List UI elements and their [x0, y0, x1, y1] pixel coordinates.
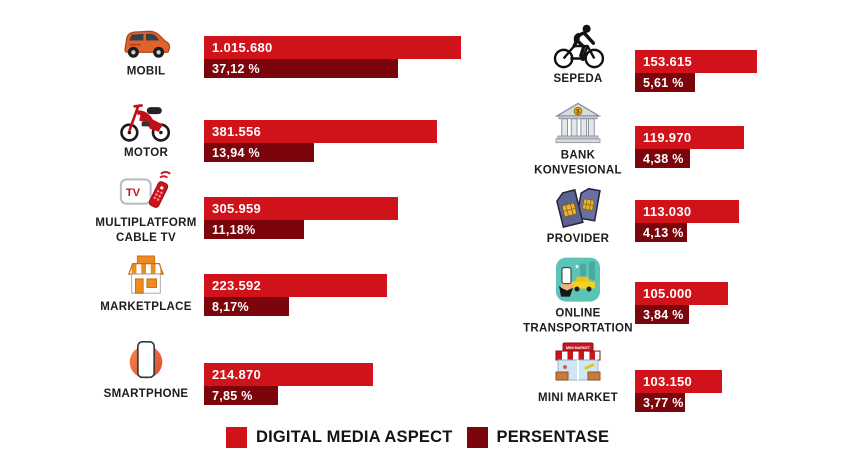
- value-bar: 305.959: [204, 197, 398, 220]
- legend-swatch-dark-red: [466, 427, 488, 448]
- tv-remote-icon: TV: [58, 170, 234, 213]
- category-label: BANK KONVESIONAL: [534, 149, 622, 177]
- storefront-icon: [58, 255, 234, 297]
- percent-bar: 3,84 %: [635, 305, 689, 324]
- value-bar: 103.150: [635, 370, 722, 393]
- percent-label: 13,94 %: [212, 145, 260, 160]
- minimarket-icon: MINI MARKET: [490, 342, 666, 388]
- percent-bar: 8,17%: [204, 297, 289, 316]
- scooter-icon: [58, 101, 234, 143]
- value-bar: 119.970: [635, 126, 744, 149]
- value-label: 214.870: [212, 367, 262, 382]
- percent-bar: 13,94 %: [204, 143, 314, 162]
- bar-group: 223.592 8,17%: [204, 274, 387, 316]
- svg-text:$: $: [576, 109, 580, 116]
- bank-icon: $: [490, 102, 666, 146]
- category-cell: SMARTPHONE: [58, 338, 234, 402]
- percent-label: 4,38 %: [643, 151, 684, 166]
- legend-label: DIGITAL MEDIA ASPECT: [256, 428, 453, 446]
- chart-legend: DIGITAL MEDIA ASPECT PERSENTASE: [226, 427, 609, 448]
- category-label: MINI MARKET: [538, 392, 618, 405]
- percent-bar: 5,61 %: [635, 73, 695, 92]
- value-label: 1.015.680: [212, 40, 273, 55]
- value-bar: 381.556: [204, 120, 437, 143]
- percent-label: 5,61 %: [643, 75, 684, 90]
- legend-label: PERSENTASE: [496, 428, 610, 446]
- category-label: SEPEDA: [553, 73, 603, 86]
- percent-label: 7,85 %: [212, 388, 253, 403]
- category-cell: SEPEDA: [490, 23, 666, 87]
- percent-label: 8,17%: [212, 299, 249, 314]
- percent-bar: 3,77 %: [635, 393, 685, 412]
- percent-label: 3,84 %: [643, 307, 684, 322]
- bar-group: 103.150 3,77 %: [635, 370, 722, 412]
- value-label: 103.150: [643, 374, 693, 389]
- online-transport-icon: [490, 256, 666, 304]
- category-label: MOBIL: [126, 65, 166, 78]
- bar-group: 113.030 4,13 %: [635, 200, 739, 242]
- bar-group: 381.556 13,94 %: [204, 120, 437, 162]
- category-label: SMARTPHONE: [103, 388, 189, 401]
- value-label: 381.556: [212, 124, 262, 139]
- percent-bar: 37,12 %: [204, 59, 398, 78]
- value-bar: 153.615: [635, 50, 757, 73]
- category-label: PROVIDER: [546, 233, 610, 246]
- value-label: 153.615: [643, 54, 693, 69]
- category-cell: PROVIDER: [490, 187, 666, 247]
- bar-group: 214.870 7,85 %: [204, 363, 373, 405]
- legend-item-persentase: PERSENTASE: [466, 427, 610, 448]
- percent-label: 37,12 %: [212, 61, 260, 76]
- legend-item-digital-media-aspect: DIGITAL MEDIA ASPECT: [226, 427, 453, 448]
- percent-label: 3,77 %: [643, 395, 684, 410]
- bar-group: 1.015.680 37,12 %: [204, 36, 461, 78]
- percent-label: 11,18%: [212, 222, 256, 237]
- percent-bar: 4,13 %: [635, 223, 687, 242]
- smartphone-icon: [58, 338, 234, 384]
- bar-group: 305.959 11,18%: [204, 197, 398, 239]
- category-label: MARKETPLACE: [100, 301, 192, 314]
- value-bar: 1.015.680: [204, 36, 461, 59]
- value-bar: 223.592: [204, 274, 387, 297]
- sim-cards-icon: [490, 187, 666, 229]
- value-label: 105.000: [643, 286, 693, 301]
- percent-bar: 4,38 %: [635, 149, 690, 168]
- value-label: 223.592: [212, 278, 262, 293]
- category-cell: MOTOR: [58, 101, 234, 161]
- svg-text:MINI MARKET: MINI MARKET: [566, 346, 591, 350]
- category-cell: TV MULTIPLATFORM CABLE TV: [58, 170, 234, 246]
- legend-swatch-red: [226, 427, 247, 448]
- bar-group: 119.970 4,38 %: [635, 126, 744, 168]
- value-bar: 214.870: [204, 363, 373, 386]
- category-label: ONLINE TRANSPORTATION: [523, 307, 633, 335]
- value-bar: 105.000: [635, 282, 728, 305]
- value-bar: 113.030: [635, 200, 739, 223]
- category-label: MULTIPLATFORM CABLE TV: [95, 217, 197, 244]
- percent-bar: 11,18%: [204, 220, 304, 239]
- category-cell: $ BANK KONVESIONAL: [490, 102, 666, 179]
- category-label: MOTOR: [123, 147, 169, 160]
- bar-group: 105.000 3,84 %: [635, 282, 728, 324]
- percent-label: 4,13 %: [643, 225, 684, 240]
- bar-group: 153.615 5,61 %: [635, 50, 757, 92]
- value-label: 113.030: [643, 204, 692, 219]
- percent-bar: 7,85 %: [204, 386, 278, 405]
- category-cell: ONLINE TRANSPORTATION: [490, 256, 666, 337]
- category-cell: MOBIL: [58, 25, 234, 80]
- category-cell: MARKETPLACE: [58, 255, 234, 315]
- category-cell: MINI MARKET MINI MARKET: [490, 342, 666, 406]
- car-icon: [58, 25, 234, 62]
- svg-text:TV: TV: [126, 187, 141, 199]
- value-label: 119.970: [643, 130, 692, 145]
- value-label: 305.959: [212, 201, 262, 216]
- cyclist-icon: [490, 23, 666, 69]
